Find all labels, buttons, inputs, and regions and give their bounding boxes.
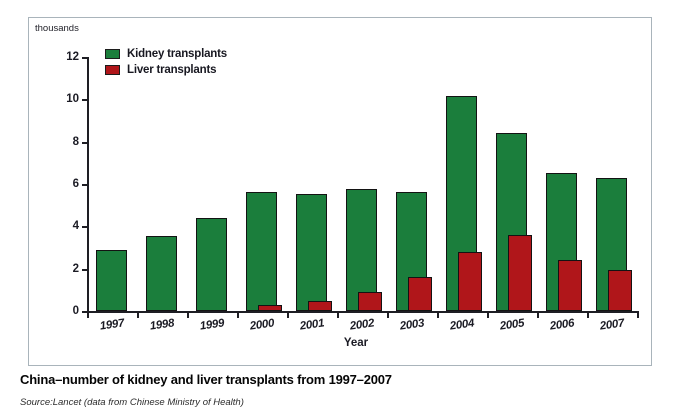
legend: Kidney transplants Liver transplants xyxy=(105,46,227,78)
x-tick-label-2004: 2004 xyxy=(449,317,475,333)
x-tick xyxy=(237,312,239,318)
x-axis-line xyxy=(87,311,639,313)
y-tick-label: 6 xyxy=(72,178,79,190)
caption-source: Source:Lancet (data from Chinese Ministr… xyxy=(20,397,244,408)
x-tick xyxy=(287,312,289,318)
caption-title: China–number of kidney and liver transpl… xyxy=(20,372,392,387)
liver-bar-2005 xyxy=(508,234,532,311)
x-tick xyxy=(87,312,89,318)
kidney-bar-1997 xyxy=(96,249,127,311)
y-axis-unit-label: thousands xyxy=(35,23,79,34)
y-tick xyxy=(82,57,87,59)
legend-label: Kidney transplants xyxy=(127,48,227,60)
legend-item: Liver transplants xyxy=(105,62,227,78)
x-tick xyxy=(587,312,589,318)
liver-bar-2002 xyxy=(358,291,382,311)
x-tick xyxy=(487,312,489,318)
liver-bar-2007 xyxy=(608,269,632,311)
y-tick-label: 8 xyxy=(72,135,79,148)
liver-bar-2006 xyxy=(558,260,582,311)
x-tick xyxy=(387,312,389,318)
legend-swatch-icon xyxy=(105,65,120,75)
x-tick xyxy=(637,312,639,318)
x-tick xyxy=(187,312,189,318)
x-tick-label-2001: 2001 xyxy=(299,317,325,333)
x-axis-title: Year xyxy=(343,337,369,349)
legend-swatch-icon xyxy=(105,49,120,59)
y-axis-line xyxy=(87,57,89,313)
x-tick-label-2002: 2002 xyxy=(349,317,375,333)
kidney-bar-1999 xyxy=(196,217,227,311)
y-tick xyxy=(82,184,87,186)
y-tick xyxy=(82,226,87,229)
y-tick xyxy=(82,141,87,144)
x-tick-label-1999: 1999 xyxy=(199,317,225,333)
y-tick xyxy=(82,268,87,271)
x-tick xyxy=(137,312,139,318)
x-tick xyxy=(537,312,539,318)
x-tick xyxy=(437,312,439,318)
liver-bar-2004 xyxy=(458,251,482,311)
kidney-bar-2000 xyxy=(246,192,277,311)
y-tick-label: 12 xyxy=(66,51,79,63)
y-tick-label: 10 xyxy=(66,93,79,106)
y-tick-label: 0 xyxy=(72,305,79,317)
y-tick-label: 4 xyxy=(72,220,79,233)
legend-item: Kidney transplants xyxy=(105,46,227,62)
x-tick-label-2007: 2007 xyxy=(599,317,625,333)
x-tick-label-1998: 1998 xyxy=(149,317,175,333)
y-tick-label: 2 xyxy=(72,262,79,275)
x-tick-label-2003: 2003 xyxy=(399,317,425,333)
x-tick-label-2005: 2005 xyxy=(499,317,525,333)
x-tick-label-2000: 2000 xyxy=(249,317,275,333)
legend-label: Liver transplants xyxy=(127,64,217,76)
y-tick xyxy=(82,311,87,313)
x-tick-label-1997: 1997 xyxy=(99,317,125,333)
kidney-bar-2001 xyxy=(296,193,327,311)
liver-bar-2001 xyxy=(308,301,332,311)
kidney-bar-2002 xyxy=(346,189,377,311)
liver-bar-2003 xyxy=(408,277,432,311)
x-tick-label-2006: 2006 xyxy=(549,317,575,333)
kidney-bar-1998 xyxy=(146,235,177,311)
liver-bar-2000 xyxy=(258,304,282,311)
y-tick xyxy=(82,99,87,102)
x-tick xyxy=(337,312,339,318)
